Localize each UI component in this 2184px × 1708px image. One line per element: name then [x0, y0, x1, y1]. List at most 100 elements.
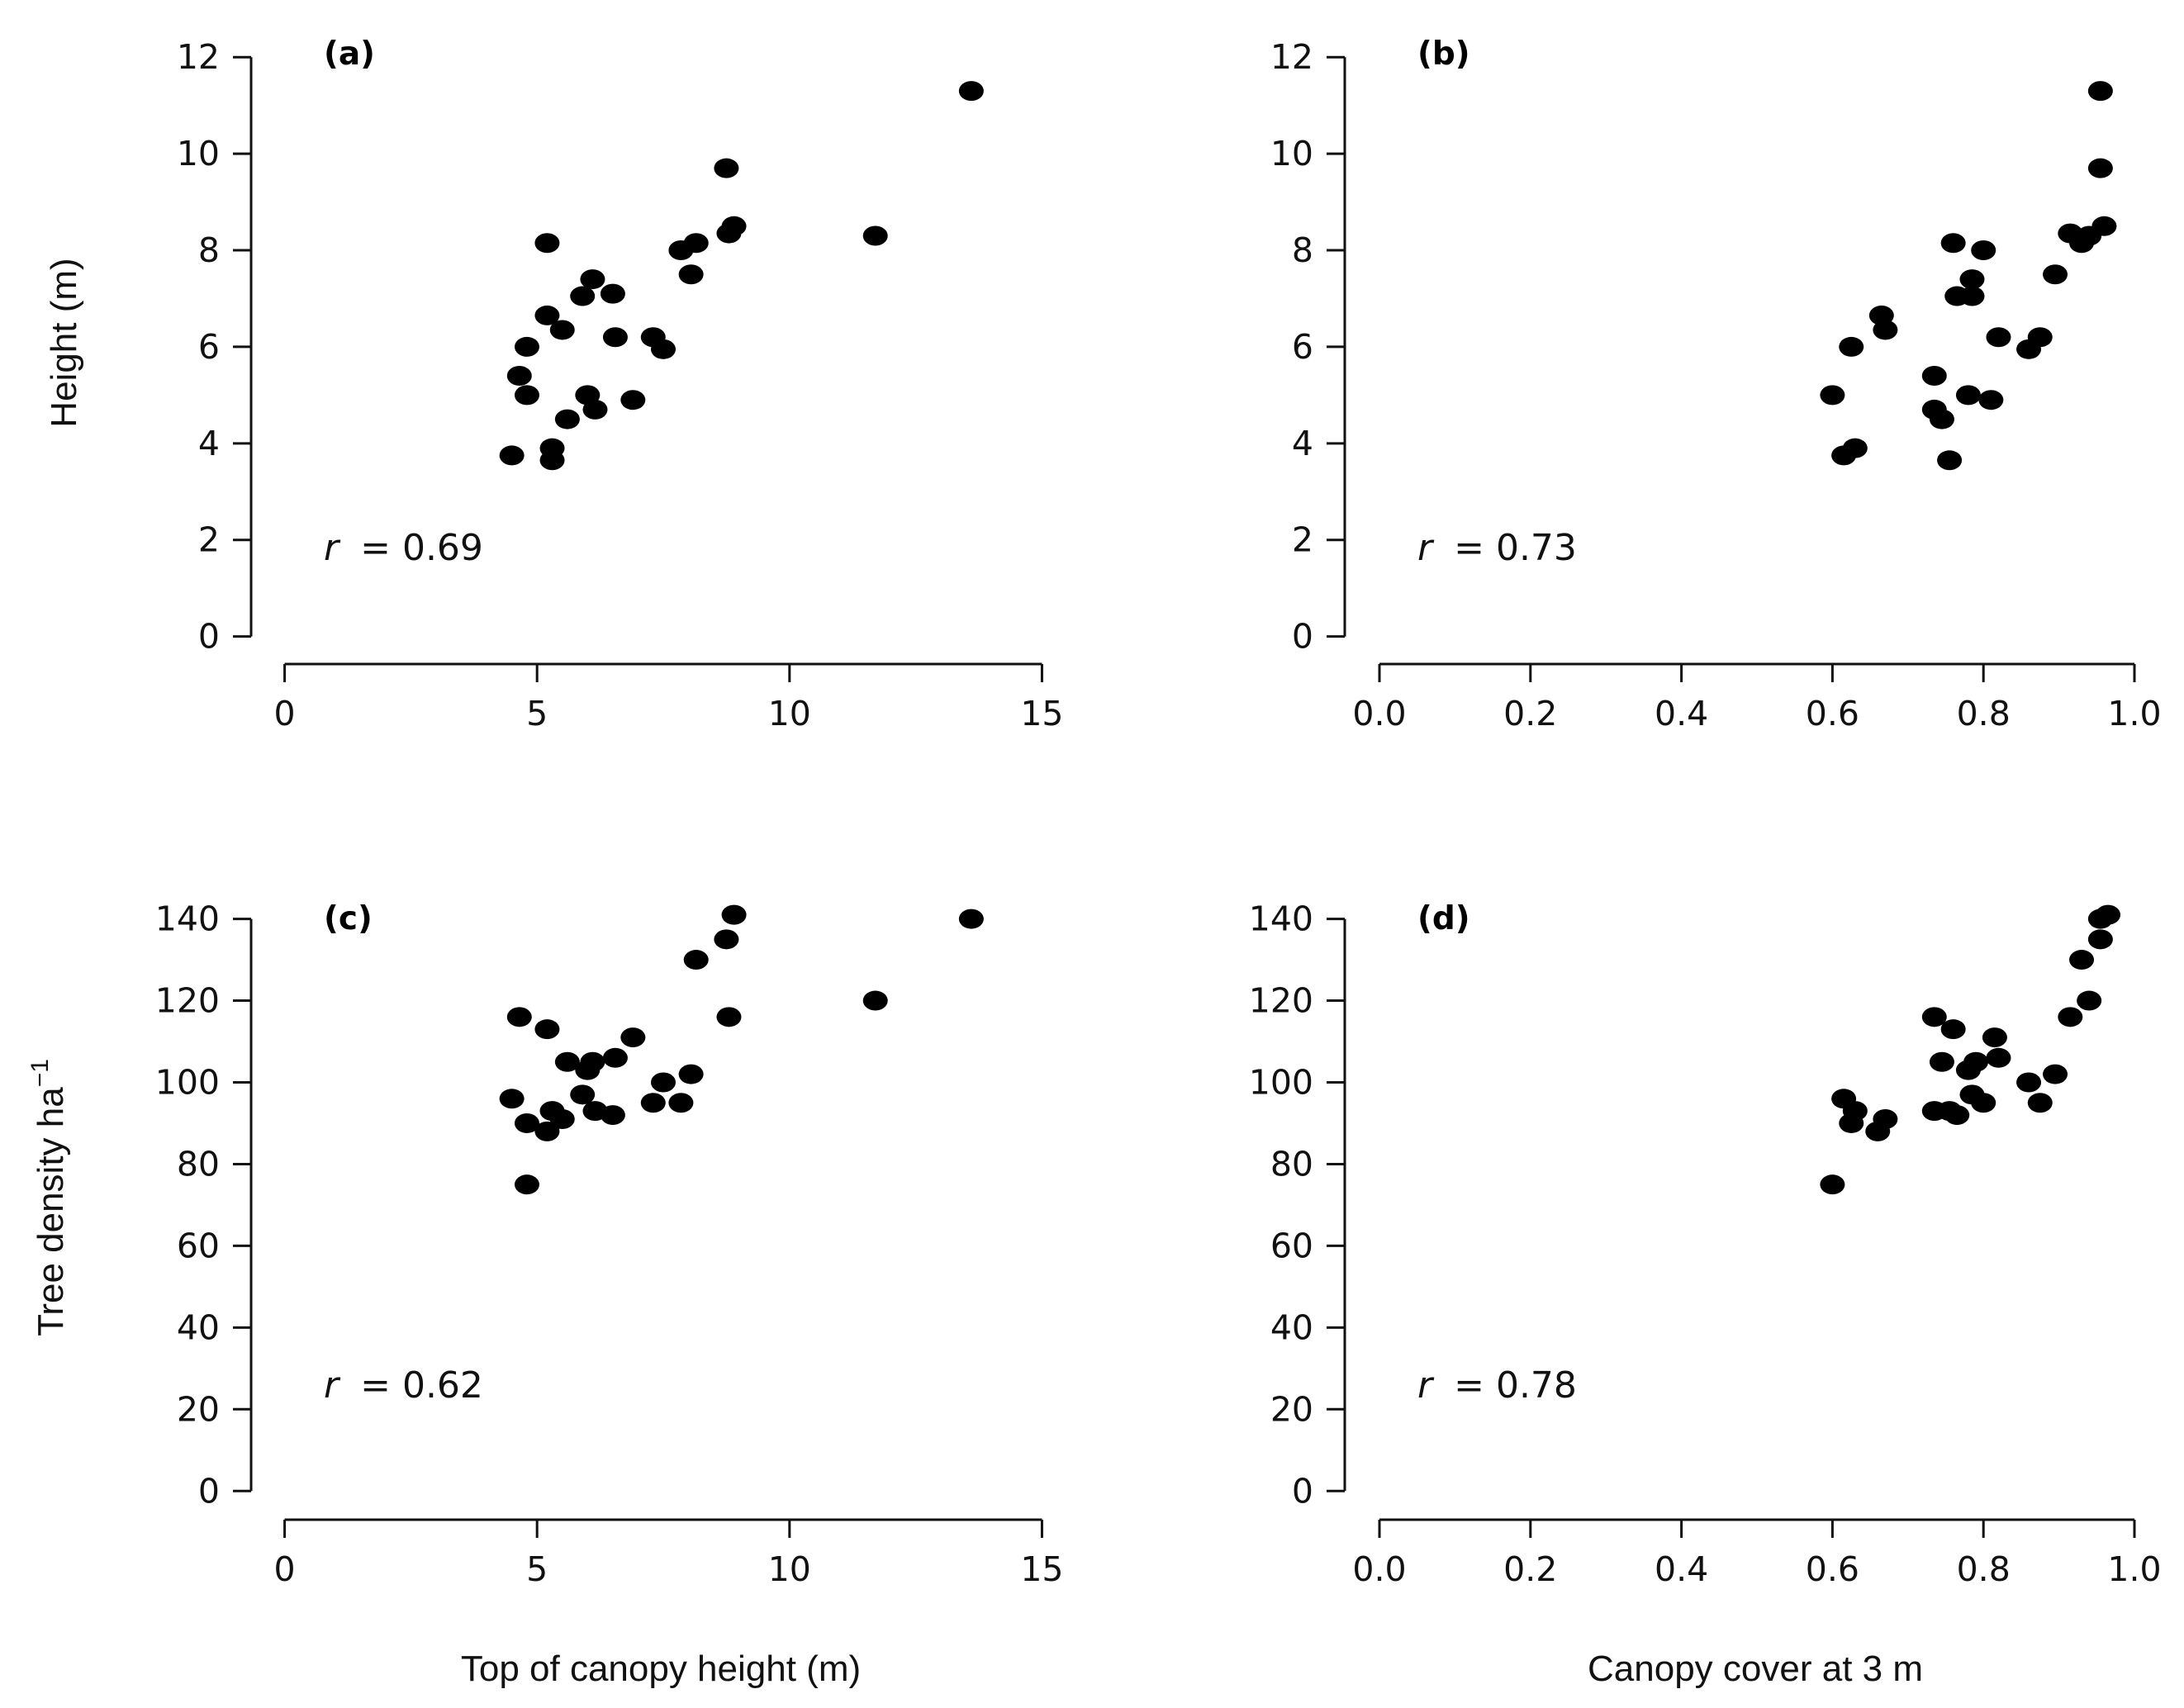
- x-tick-label: 10: [768, 1549, 811, 1589]
- x-tick-label: 0.0: [1352, 694, 1406, 733]
- panel-b-points: [1820, 81, 2117, 471]
- data-point: [534, 305, 560, 325]
- x-tick-label: 1.0: [2107, 1549, 2161, 1589]
- data-point: [1982, 1027, 2007, 1048]
- data-point: [499, 445, 525, 466]
- data-point: [506, 365, 532, 386]
- x-tick-label: 15: [1020, 1549, 1063, 1589]
- data-point: [716, 1007, 742, 1027]
- data-point: [678, 1064, 704, 1084]
- panel-c-axes: 0 5 10 15 0 20 40 60 80 100 120 140: [155, 899, 1064, 1589]
- panel-a-r-stat: r = 0.69: [324, 527, 483, 569]
- data-point: [602, 327, 628, 348]
- y-tick-label: 0: [198, 617, 220, 657]
- x-tick-label: 0.4: [1655, 694, 1708, 733]
- y-tick-label: 20: [177, 1389, 220, 1429]
- y-tick-label: 60: [177, 1226, 220, 1265]
- data-point: [1921, 365, 1947, 386]
- panel-c-r-symbol: r: [324, 1364, 341, 1407]
- data-point: [1944, 1105, 1970, 1126]
- panel-a-points: [499, 81, 984, 471]
- data-point: [582, 399, 608, 420]
- y-tick-label: 8: [1292, 230, 1313, 270]
- panel-c-label: (c): [324, 900, 373, 937]
- panel-c-r-value: = 0.62: [360, 1364, 483, 1407]
- data-point: [651, 1072, 676, 1093]
- data-point: [1986, 1047, 2011, 1068]
- y-tick-label: 20: [1270, 1389, 1313, 1429]
- data-point: [570, 286, 596, 306]
- x-tick-label: 0.6: [1806, 1549, 1859, 1589]
- data-point: [714, 929, 739, 950]
- y-tick-label: 2: [198, 520, 220, 560]
- data-point: [958, 909, 984, 929]
- data-point: [600, 283, 625, 304]
- data-point: [514, 1113, 539, 1133]
- x-tick-label: 15: [1020, 694, 1063, 733]
- x-axis-title-canopy-height: Top of canopy height (m): [461, 1649, 861, 1689]
- data-point: [534, 1121, 560, 1141]
- x-tick-label: 0.8: [1957, 1549, 2011, 1589]
- y-tick-label: 0: [1292, 1471, 1313, 1511]
- data-point: [1839, 336, 1864, 357]
- x-tick-label: 0.2: [1503, 694, 1557, 733]
- y-tick-label: 4: [198, 424, 220, 463]
- data-point: [620, 390, 646, 410]
- data-point: [1971, 240, 1996, 261]
- data-point: [1842, 438, 1868, 458]
- panel-c: 0 5 10 15 0 20 40 60 80 100 120 140 (c) r = 0.62: [155, 899, 1064, 1589]
- data-point: [1986, 327, 2011, 348]
- data-point: [570, 1084, 596, 1105]
- data-point: [1959, 286, 1985, 306]
- data-point: [2087, 929, 2113, 950]
- data-point: [714, 158, 739, 178]
- data-point: [2027, 327, 2053, 348]
- panel-b-label: (b): [1417, 36, 1470, 73]
- y-tick-label: 8: [198, 230, 220, 270]
- panel-d-label: (d): [1417, 900, 1470, 937]
- data-point: [721, 904, 747, 925]
- data-point: [1940, 1019, 1966, 1040]
- data-point: [1873, 1109, 1898, 1130]
- data-point: [1929, 409, 1954, 429]
- data-point: [651, 339, 676, 359]
- data-point: [1959, 269, 1985, 290]
- data-point: [1820, 1174, 1845, 1195]
- data-point: [2043, 264, 2068, 285]
- data-point: [2087, 81, 2113, 102]
- x-tick-label: 0.6: [1806, 694, 1859, 733]
- x-tick-label: 1.0: [2107, 694, 2161, 733]
- x-tick-label: 0.4: [1655, 1549, 1708, 1589]
- data-point: [2027, 1093, 2053, 1113]
- panel-d-points: [1820, 904, 2121, 1195]
- data-point: [506, 1007, 532, 1027]
- data-point: [683, 233, 709, 254]
- y-tick-label: 12: [1270, 37, 1313, 77]
- y-axis-title-density: Tree density ha−1: [26, 1059, 71, 1336]
- x-tick-label: 0: [274, 694, 296, 733]
- panel-c-r-stat: r = 0.62: [324, 1364, 483, 1407]
- data-point: [554, 1051, 580, 1072]
- data-point: [721, 216, 747, 236]
- data-point: [534, 233, 560, 254]
- y-tick-label: 0: [198, 1471, 220, 1511]
- x-tick-label: 0.8: [1957, 694, 2011, 733]
- data-point: [2016, 1072, 2042, 1093]
- panel-b: 0.0 0.2 0.4 0.6 0.8 1.0 0 2 4 6 8 10 12 (b) r = 0.73: [1270, 36, 2162, 733]
- data-point: [580, 1051, 605, 1072]
- y-axis-title-density-superscript: −1: [26, 1059, 54, 1087]
- y-tick-label: 120: [155, 981, 220, 1021]
- panel-a-axes: 0 5 10 15 0 2 4 6 8 10 12: [177, 37, 1064, 733]
- y-tick-label: 80: [1270, 1144, 1313, 1184]
- data-point: [862, 990, 888, 1011]
- x-tick-label: 0.2: [1503, 1549, 1557, 1589]
- y-tick-label: 6: [1292, 327, 1313, 367]
- x-tick-label: 5: [526, 1549, 548, 1589]
- panel-d: 0.0 0.2 0.4 0.6 0.8 1.0 0 20 40 60 80 100 120 140 (d)…: [1249, 899, 2162, 1589]
- data-point: [549, 1109, 575, 1130]
- panel-d-r-symbol: r: [1417, 1364, 1435, 1407]
- panel-c-points: [499, 904, 984, 1195]
- panel-a: 0 5 10 15 0 2 4 6 8 10 12 (a) r = 0.69: [177, 36, 1064, 733]
- data-point: [678, 264, 704, 285]
